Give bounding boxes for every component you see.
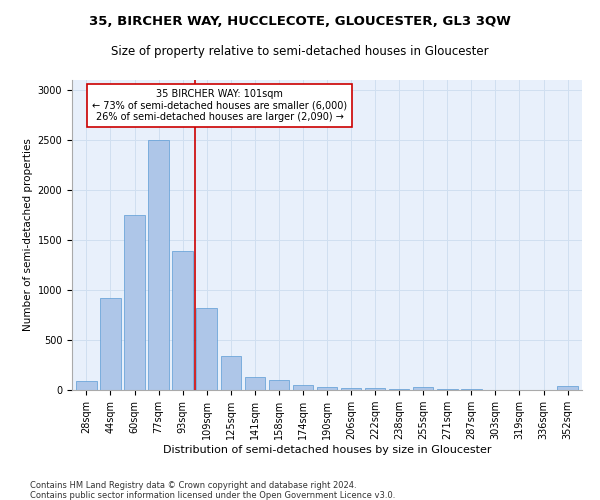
Bar <box>172 251 193 390</box>
Text: Contains HM Land Registry data © Crown copyright and database right 2024.: Contains HM Land Registry data © Crown c… <box>30 480 356 490</box>
Text: Contains public sector information licensed under the Open Government Licence v3: Contains public sector information licen… <box>30 490 395 500</box>
X-axis label: Distribution of semi-detached houses by size in Gloucester: Distribution of semi-detached houses by … <box>163 445 491 455</box>
Bar <box>76 381 97 390</box>
Bar <box>461 389 482 390</box>
Bar <box>437 389 458 390</box>
Bar <box>269 380 289 390</box>
Text: 35 BIRCHER WAY: 101sqm
← 73% of semi-detached houses are smaller (6,000)
26% of : 35 BIRCHER WAY: 101sqm ← 73% of semi-det… <box>92 90 347 122</box>
Bar <box>196 308 217 390</box>
Bar <box>413 387 433 390</box>
Bar <box>341 388 361 390</box>
Bar <box>245 377 265 390</box>
Bar <box>317 386 337 390</box>
Bar <box>389 388 409 390</box>
Bar <box>557 386 578 390</box>
Bar <box>124 215 145 390</box>
Bar <box>148 140 169 390</box>
Text: Size of property relative to semi-detached houses in Gloucester: Size of property relative to semi-detach… <box>111 45 489 58</box>
Text: 35, BIRCHER WAY, HUCCLECOTE, GLOUCESTER, GL3 3QW: 35, BIRCHER WAY, HUCCLECOTE, GLOUCESTER,… <box>89 15 511 28</box>
Bar <box>365 388 385 390</box>
Bar <box>100 298 121 390</box>
Y-axis label: Number of semi-detached properties: Number of semi-detached properties <box>23 138 34 332</box>
Bar <box>293 385 313 390</box>
Bar <box>221 356 241 390</box>
